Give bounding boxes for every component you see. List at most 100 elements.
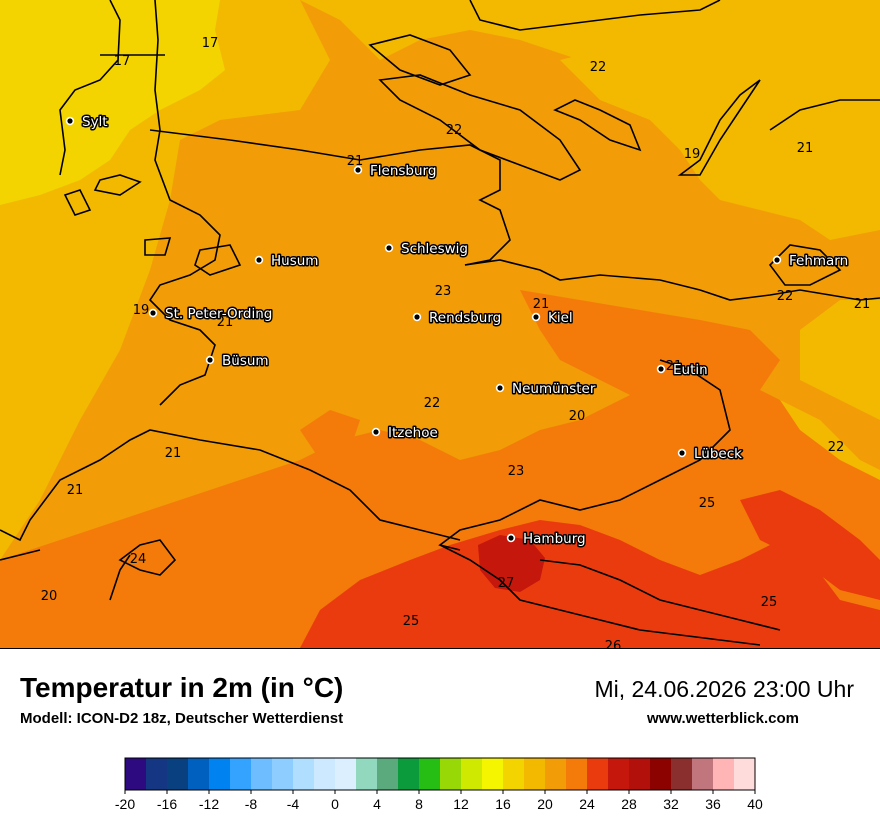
coastlines	[0, 0, 880, 646]
city-dot	[677, 448, 687, 458]
isotherm-value: 21	[67, 483, 84, 498]
city-dot	[353, 165, 363, 175]
field-18-20-ne	[800, 300, 880, 420]
website-link[interactable]: www.wetterblick.com	[647, 710, 799, 727]
legend-swatch	[545, 758, 567, 790]
model-source: Modell: ICON-D2 18z, Deutscher Wetterdie…	[20, 710, 344, 727]
legend-tick-label: -20	[115, 796, 135, 812]
city-dot	[371, 427, 381, 437]
city-dot	[656, 364, 666, 374]
city-dot	[495, 383, 505, 393]
city-marker: Eutin	[656, 361, 709, 380]
legend-swatch	[629, 758, 651, 790]
legend-swatch	[398, 758, 420, 790]
legend-tick-label: 20	[537, 796, 553, 812]
city-label: Hamburg	[523, 531, 586, 547]
field-24-26	[300, 520, 880, 648]
city-dot	[205, 355, 215, 365]
city-marker: Itzehoe	[371, 424, 439, 443]
legend-swatch	[566, 758, 588, 790]
isotherm-value: 21	[217, 315, 234, 330]
isotherm-value: 17	[114, 54, 131, 69]
city-dot	[254, 255, 264, 265]
legend-tick-label: 12	[453, 796, 469, 812]
city-label: Kiel	[548, 310, 573, 326]
isotherm-value: 19	[684, 147, 701, 162]
city-dot	[506, 533, 516, 543]
map-title: Temperatur in 2m (in °C)	[20, 672, 344, 703]
isotherm-value: 25	[403, 614, 420, 629]
legend-swatch	[356, 758, 378, 790]
field-26-28	[478, 535, 545, 592]
legend-swatch	[440, 758, 462, 790]
city-dot	[65, 116, 75, 126]
legend-swatch	[713, 758, 735, 790]
city-dot	[148, 308, 158, 318]
city-label: Flensburg	[370, 163, 436, 179]
legend-tick-label: 36	[705, 796, 721, 812]
legend-swatch	[314, 758, 336, 790]
city-label: Schleswig	[401, 241, 468, 257]
city-label: Eutin	[673, 362, 708, 378]
legend-tick-label: 40	[747, 796, 763, 812]
city-label: Husum	[271, 253, 318, 269]
temperature-map: 17 17 22 22 19 21 21 23 21 19 21 22 21 20 22 21 23 22 21 25…	[0, 0, 880, 649]
isotherm-value: 23	[508, 464, 525, 479]
isotherm-value: 19	[133, 303, 150, 318]
legend-swatch	[230, 758, 252, 790]
isotherm-value: 20	[41, 589, 58, 604]
legend-tick-label: 28	[621, 796, 637, 812]
legend-swatch	[335, 758, 357, 790]
isotherm-value: 23	[435, 284, 452, 299]
city-marker: Kiel	[531, 309, 574, 328]
city-marker: Sylt	[65, 113, 109, 132]
city-label: Lübeck	[694, 446, 742, 462]
city-label: Fehmarn	[789, 253, 848, 269]
legend-tick-label: -8	[245, 796, 258, 812]
field-24-26-b	[740, 490, 880, 600]
isotherm-value: 21	[347, 154, 364, 169]
isotherm-value: 25	[699, 496, 716, 511]
isotherm-value: 22	[828, 440, 845, 455]
legend-tick-label: 0	[331, 796, 339, 812]
field-22-24-west	[300, 410, 360, 460]
city-layer: Sylt Flensburg Schleswig Husum Fehmarn St. Pe…	[65, 113, 850, 549]
legend-tick-label: -4	[287, 796, 300, 812]
legend-tick-label: 24	[579, 796, 595, 812]
city-marker: Flensburg	[353, 162, 438, 181]
city-dot	[531, 312, 541, 322]
city-marker: Fehmarn	[772, 252, 850, 271]
legend-swatch	[650, 758, 672, 790]
isotherm-value: 22	[590, 60, 607, 75]
legend-tick-label: -12	[199, 796, 219, 812]
city-label: Rendsburg	[429, 310, 501, 326]
isotherm-value: 21	[533, 297, 550, 312]
legend-swatch	[482, 758, 504, 790]
legend-swatch	[125, 758, 147, 790]
isotherm-value: 25	[761, 595, 778, 610]
isotherm-value: 27	[498, 576, 515, 591]
forecast-datetime: Mi, 24.06.2026 23:00 Uhr	[594, 676, 854, 702]
isotherm-value: 26	[605, 639, 622, 648]
legend-swatch	[461, 758, 483, 790]
city-marker: Schleswig	[384, 240, 470, 259]
legend-swatch	[167, 758, 189, 790]
city-label: Neumünster	[512, 381, 596, 397]
legend-swatch	[146, 758, 168, 790]
city-label: St. Peter-Ording	[165, 306, 272, 322]
legend-border	[124, 757, 756, 791]
isotherm-value: 22	[777, 289, 794, 304]
legend-swatch	[188, 758, 210, 790]
isotherm-value: 22	[446, 123, 463, 138]
isotherm-value: 21	[797, 141, 814, 156]
legend-swatch	[734, 758, 756, 790]
city-marker: Rendsburg	[412, 309, 503, 328]
legend-swatch	[524, 758, 546, 790]
legend-swatch	[209, 758, 231, 790]
legend-tick-label: -16	[157, 796, 177, 812]
isotherm-value: 17	[202, 36, 219, 51]
city-marker: Neumünster	[495, 380, 597, 399]
legend-tick-label: 32	[663, 796, 679, 812]
city-marker: Büsum	[205, 352, 270, 371]
isotherm-value: 20	[569, 409, 586, 424]
